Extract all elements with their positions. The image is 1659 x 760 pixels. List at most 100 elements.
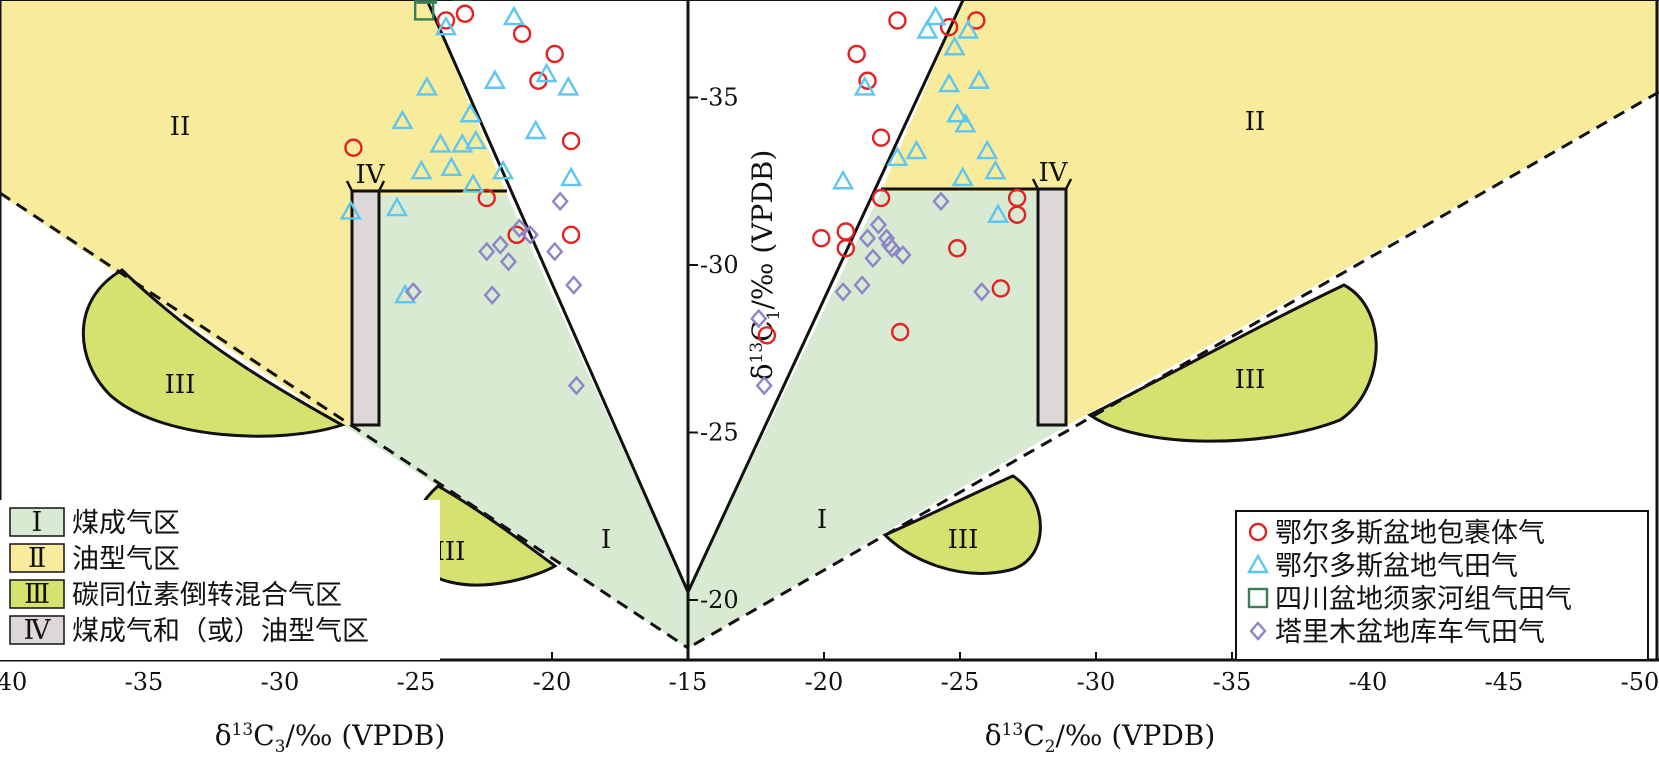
series-legend-box <box>1235 510 1649 661</box>
point-right-triangle <box>987 203 1010 223</box>
x-right-tick-label: -40 <box>1349 668 1388 696</box>
point-right-circle <box>890 322 910 342</box>
x-left-tick-label: -35 <box>125 668 164 696</box>
x-right-tick-label: -50 <box>1621 668 1659 696</box>
point-left-circle <box>455 4 475 23</box>
point-left-triangle <box>483 69 506 89</box>
y-axis-title: δ13C1/‰ (VPDB) <box>746 150 784 381</box>
region-II-left <box>0 0 507 425</box>
point-left-triangle <box>410 159 433 180</box>
region-legend-label: 油型气区 <box>72 544 180 575</box>
point-right-circle <box>991 279 1010 298</box>
region-label-IV: IV <box>1038 158 1068 188</box>
point-left-square <box>416 0 438 4</box>
region-IV-left <box>350 189 381 427</box>
point-left-triangle <box>415 76 438 96</box>
region-label-I: I <box>817 505 827 535</box>
point-left-diamond <box>491 235 509 255</box>
point-right-diamond <box>869 214 887 235</box>
region-label-II: II <box>170 112 191 142</box>
point-right-triangle <box>976 139 999 160</box>
point-left-triangle <box>502 5 525 26</box>
series-legend-marker <box>1249 621 1267 641</box>
point-left-triangle <box>459 102 482 123</box>
point-right-triangle <box>946 102 969 123</box>
series-legend-marker <box>1247 587 1269 609</box>
point-right-triangle <box>954 112 977 133</box>
region-legend: Ⅰ 煤成气区 Ⅱ 油型气区 Ⅲ 碳同位素倒转混合气区 Ⅳ 煤成气和（或）油型气区 <box>0 500 440 660</box>
point-right-circle <box>939 17 959 37</box>
y-tick-label: -25 <box>700 419 739 447</box>
point-right-triangle <box>957 19 980 39</box>
point-left-circle <box>561 225 581 245</box>
x-left-tick-label: -25 <box>397 668 436 696</box>
point-left-diamond <box>567 375 586 396</box>
region-label-III: III <box>948 525 979 555</box>
point-left-diamond <box>546 241 564 262</box>
point-right-triangle <box>984 159 1007 180</box>
point-left-circle <box>545 44 564 64</box>
point-right-diamond <box>864 248 882 269</box>
region-legend-numeral: Ⅰ <box>32 507 43 538</box>
boundary-left-solid <box>425 0 690 593</box>
region-IV-left-bracket <box>345 180 386 193</box>
region-III-upper-right <box>1087 283 1378 443</box>
point-left-circle <box>436 11 456 30</box>
region-label-III: III <box>1235 365 1266 395</box>
point-right-diamond <box>750 308 768 329</box>
point-left-triangle <box>385 196 409 217</box>
point-left-triangle <box>559 166 583 187</box>
point-right-circle <box>757 326 777 345</box>
point-right-circle <box>871 128 891 147</box>
point-right-diamond <box>932 191 950 212</box>
x-right-axis-title: δ13C2/‰ (VPDB) <box>985 719 1216 757</box>
point-right-diamond <box>973 281 991 302</box>
point-right-triangle <box>943 35 966 56</box>
series-legend-label: 鄂尔多斯盆地包裹体气 <box>1275 518 1545 549</box>
point-left-circle <box>344 138 363 157</box>
point-right-triangle <box>967 69 991 89</box>
point-left-circle <box>477 188 496 208</box>
point-left-circle <box>512 24 532 44</box>
region-II-right <box>881 0 1659 425</box>
region-label-III: III <box>165 370 196 400</box>
region-legend-label: 碳同位素倒转混合气区 <box>72 580 342 611</box>
point-left-circle <box>561 131 581 151</box>
point-right-triangle <box>853 76 876 96</box>
point-right-circle <box>858 71 877 90</box>
region-label-II: II <box>1245 107 1266 137</box>
point-right-triangle <box>905 139 928 160</box>
region-III-upper-left <box>81 268 346 438</box>
point-left-triangle <box>491 159 515 180</box>
y-tick-label: -35 <box>700 84 739 112</box>
x-right-tick-label: -25 <box>941 668 980 696</box>
point-right-triangle <box>886 146 909 167</box>
point-right-circle <box>1007 205 1027 224</box>
point-left-triangle <box>451 132 474 153</box>
point-right-triangle <box>938 72 961 93</box>
point-left-square <box>413 0 435 21</box>
point-left-triangle <box>434 15 457 36</box>
x-right-tick-label: -35 <box>1213 668 1252 696</box>
point-left-triangle <box>524 119 547 140</box>
series-legend-marker <box>1248 522 1268 542</box>
point-left-diamond <box>551 191 569 212</box>
x-right-tick-label: -20 <box>805 668 844 696</box>
y-tick-label: -30 <box>700 251 739 279</box>
point-left-triangle <box>464 129 487 150</box>
region-legend-label: 煤成气和（或）油型气区 <box>72 616 369 647</box>
point-left-diamond <box>510 218 528 238</box>
region-I-right <box>688 192 1068 648</box>
x-right-tick-label: -30 <box>1077 668 1116 696</box>
series-legend-marker <box>1246 553 1270 574</box>
point-left-triangle <box>535 62 558 83</box>
point-left-triangle <box>429 132 452 153</box>
point-right-circle <box>888 11 907 30</box>
y-tick-label: -20 <box>700 586 739 614</box>
point-left-triangle <box>462 173 485 193</box>
region-layer <box>0 0 1659 648</box>
x-left-tick-label: -15 <box>669 668 708 696</box>
x-left-tick-label: -20 <box>533 668 572 696</box>
